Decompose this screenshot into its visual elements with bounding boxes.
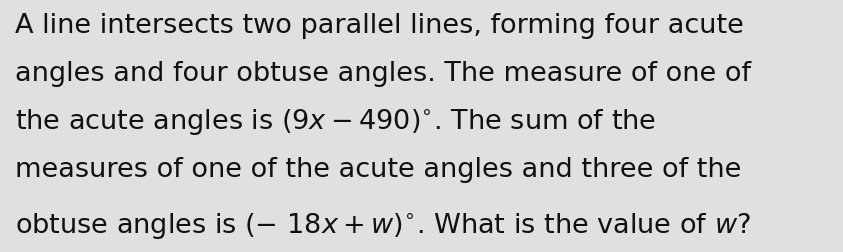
Text: measures of one of the acute angles and three of the: measures of one of the acute angles and …	[15, 156, 742, 182]
Text: A line intersects two parallel lines, forming four acute: A line intersects two parallel lines, fo…	[15, 13, 744, 39]
Text: the acute angles is $(9x - 490)^{\circ}$. The sum of the: the acute angles is $(9x - 490)^{\circ}$…	[15, 107, 656, 137]
Text: angles and four obtuse angles. The measure of one of: angles and four obtuse angles. The measu…	[15, 61, 751, 87]
Text: obtuse angles is $(-\ 18x + w)^{\circ}$. What is the value of $w$?: obtuse angles is $(-\ 18x + w)^{\circ}$.…	[15, 210, 751, 240]
